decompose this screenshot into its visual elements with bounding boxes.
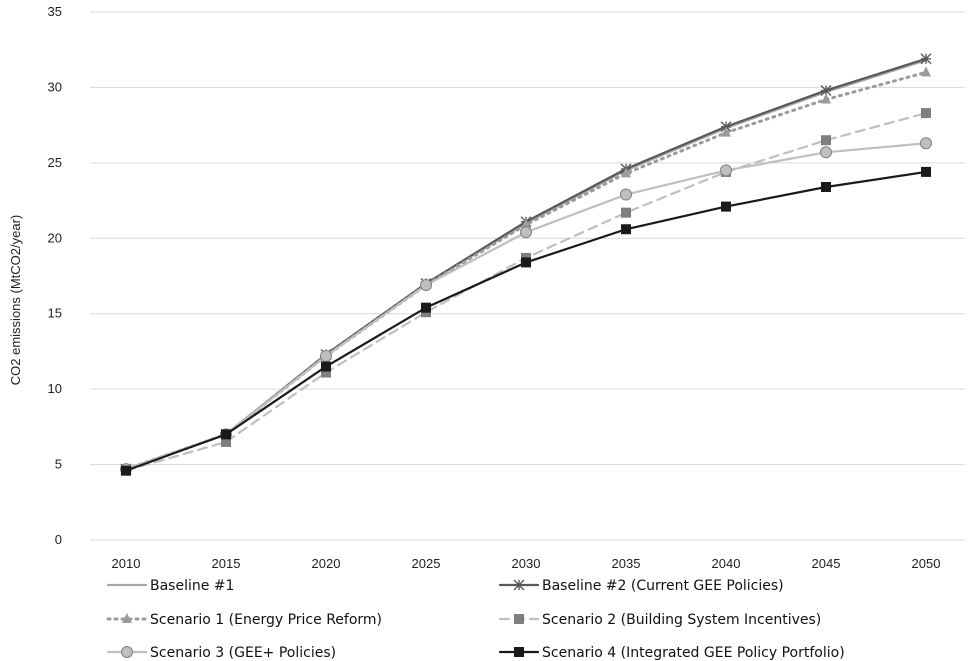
- legend-swatch-marker: [121, 646, 133, 658]
- x-tick-label: 2050: [912, 556, 941, 571]
- legend-entry: Scenario 2 (Building System Incentives): [498, 612, 821, 628]
- x-tick-label: 2045: [812, 556, 841, 571]
- x-tick-label: 2010: [112, 556, 141, 571]
- data-point: [421, 302, 431, 313]
- legend-entry: Scenario 3 (GEE+ Policies): [106, 645, 336, 661]
- data-point: [720, 121, 732, 133]
- legend: Baseline #1 Baseline #2 (Current GEE Poli…: [106, 578, 845, 661]
- data-point: [920, 53, 932, 65]
- data-point: [721, 201, 731, 212]
- data-point: [321, 361, 331, 372]
- data-point: [921, 66, 931, 77]
- gridlines: [90, 11, 965, 541]
- x-tick-label: 2035: [612, 556, 641, 571]
- data-point: [920, 137, 932, 150]
- legend-label: Baseline #1: [150, 578, 234, 594]
- x-tick-label: 2020: [312, 556, 341, 571]
- series-3: [121, 66, 931, 474]
- data-point: [320, 349, 332, 362]
- y-tick-label: 30: [48, 79, 62, 94]
- data-point: [521, 257, 531, 268]
- data-point: [821, 181, 831, 192]
- data-point: [221, 429, 231, 440]
- legend-label: Scenario 4 (Integrated GEE Policy Portfo…: [542, 645, 845, 661]
- legend-swatch-marker: [513, 579, 525, 591]
- data-point: [820, 146, 832, 159]
- y-tick-label: 5: [55, 457, 62, 472]
- legend-entry: Baseline #1: [106, 578, 234, 594]
- data-point: [620, 188, 632, 201]
- series-line: [124, 70, 928, 471]
- legend-label: Scenario 2 (Building System Incentives): [542, 612, 821, 628]
- y-tick-label: 20: [48, 230, 62, 245]
- series-6: [121, 166, 931, 476]
- data-point: [621, 167, 631, 178]
- data-point: [221, 436, 231, 447]
- data-point: [720, 164, 732, 177]
- legend-swatch-marker: [514, 614, 524, 624]
- legend-label: Scenario 1 (Energy Price Reform): [150, 612, 382, 628]
- y-tick-label: 25: [48, 155, 62, 170]
- data-point: [820, 84, 832, 96]
- data-point: [921, 108, 931, 119]
- legend-label: Baseline #2 (Current GEE Policies): [542, 578, 784, 594]
- data-point: [821, 135, 831, 146]
- data-point: [420, 279, 432, 292]
- series-group: [120, 53, 932, 476]
- legend-entry: Scenario 4 (Integrated GEE Policy Portfo…: [498, 645, 845, 661]
- data-point: [321, 367, 331, 378]
- x-tick-label: 2030: [512, 556, 541, 571]
- legend-swatch-marker: [514, 647, 524, 657]
- data-point: [721, 126, 731, 137]
- series-line: [124, 111, 928, 472]
- legend-entry: Scenario 1 (Energy Price Reform): [106, 612, 382, 628]
- x-tick-label: 2015: [212, 556, 241, 571]
- data-point: [121, 465, 131, 476]
- y-tick-label: 10: [48, 381, 62, 396]
- data-point: [520, 226, 532, 239]
- data-point: [521, 218, 531, 229]
- y-tick-label: 0: [55, 532, 62, 547]
- x-tick-label: 2040: [712, 556, 741, 571]
- x-axis-ticks: 2010 2015 2020 2025 2030 2035 2040 2045 2050: [112, 556, 941, 571]
- y-axis-title: CO2 emissions (MtCO2/year): [8, 215, 23, 385]
- legend-entry: Baseline #2 (Current GEE Policies): [498, 578, 784, 594]
- data-point: [821, 93, 831, 104]
- y-tick-label: 35: [48, 4, 62, 19]
- data-point: [621, 224, 631, 235]
- legend-swatch-marker: [122, 613, 132, 623]
- data-point: [621, 207, 631, 218]
- y-tick-label: 15: [48, 306, 62, 321]
- legend-label: Scenario 3 (GEE+ Policies): [150, 645, 336, 661]
- data-point: [921, 166, 931, 177]
- x-tick-label: 2025: [412, 556, 441, 571]
- y-axis-ticks: 0 5 10 15 20 25 30 35: [48, 4, 62, 547]
